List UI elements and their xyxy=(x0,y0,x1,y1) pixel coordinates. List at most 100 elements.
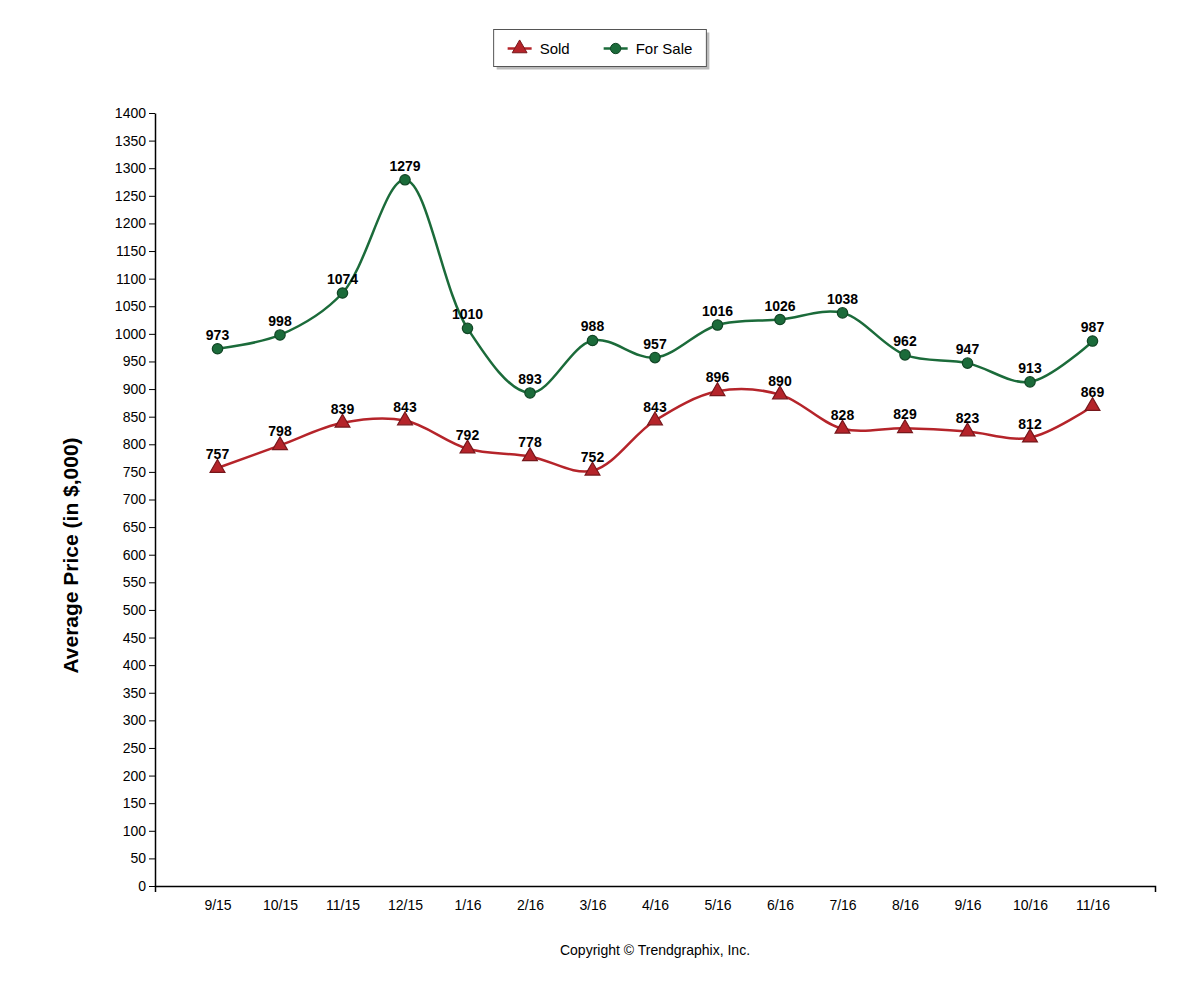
y-tick-mark xyxy=(149,693,155,694)
data-label: 829 xyxy=(893,406,917,422)
y-tick: 300 xyxy=(123,712,155,728)
y-tick-label: 1200 xyxy=(115,215,146,231)
marker xyxy=(837,308,847,318)
data-label: 957 xyxy=(643,336,667,352)
y-tick-mark xyxy=(149,858,155,859)
y-tick-mark xyxy=(149,776,155,777)
data-label: 962 xyxy=(893,333,917,349)
y-tick: 50 xyxy=(130,850,155,866)
y-tick: 750 xyxy=(123,464,155,480)
legend: SoldFor Sale xyxy=(494,30,710,70)
x-tick-label: 11/15 xyxy=(326,897,360,913)
data-label: 757 xyxy=(206,446,230,462)
data-label: 869 xyxy=(1081,384,1105,400)
y-tick-mark xyxy=(149,886,155,887)
y-tick: 500 xyxy=(123,602,155,618)
data-label: 1026 xyxy=(764,298,795,314)
y-tick-label: 500 xyxy=(123,602,147,618)
data-label: 893 xyxy=(518,371,542,387)
y-tick: 950 xyxy=(123,353,155,369)
annotation: Copyright © Trendgraphix, Inc. xyxy=(560,942,750,958)
y-tick-label: 1050 xyxy=(115,298,146,314)
x-tick-label: 7/16 xyxy=(829,897,856,913)
data-label: 1279 xyxy=(389,158,420,174)
x-tick-label: 4/16 xyxy=(642,897,669,913)
y-tick-label: 850 xyxy=(123,409,147,425)
y-tick: 650 xyxy=(123,519,155,535)
marker xyxy=(775,314,785,324)
y-axis: 0501001502002503003504004505005506006507… xyxy=(115,105,156,894)
x-tick-label: 1/16 xyxy=(454,897,481,913)
y-tick-label: 750 xyxy=(123,464,147,480)
y-tick-mark xyxy=(149,251,155,252)
y-tick-mark xyxy=(149,555,155,556)
x-tick: 10/16 xyxy=(1013,897,1048,913)
marker xyxy=(462,323,472,333)
y-tick-label: 1300 xyxy=(115,160,146,176)
x-tick: 8/16 xyxy=(892,897,919,913)
data-label: 843 xyxy=(393,399,417,415)
y-tick-mark xyxy=(149,306,155,307)
y-tick-mark xyxy=(149,665,155,666)
y-tick-mark xyxy=(149,444,155,445)
x-tick: 2/16 xyxy=(517,897,544,913)
y-axis-title: Average Price (in $,000) xyxy=(59,437,82,673)
marker xyxy=(400,175,410,185)
x-tick-label: 11/16 xyxy=(1076,897,1110,913)
data-label: 998 xyxy=(268,313,292,329)
y-tick-label: 600 xyxy=(123,547,147,563)
y-tick: 1050 xyxy=(115,298,155,314)
x-tick: 5/16 xyxy=(704,897,731,913)
data-label: 890 xyxy=(768,373,792,389)
y-tick-label: 250 xyxy=(123,740,147,756)
y-tick: 1100 xyxy=(116,271,155,287)
y-tick-mark xyxy=(149,803,155,804)
data-label: 987 xyxy=(1081,319,1105,335)
marker xyxy=(1025,377,1035,387)
y-tick-label: 300 xyxy=(123,712,147,728)
y-tick-mark xyxy=(149,334,155,335)
x-tick-label: 2/16 xyxy=(517,897,544,913)
x-axis: 9/1510/1511/1512/151/162/163/164/165/166… xyxy=(156,887,1156,913)
y-tick-label: 1400 xyxy=(115,105,146,121)
x-tick-label: 6/16 xyxy=(767,897,794,913)
x-tick-label: 5/16 xyxy=(704,897,731,913)
legend-entry: Sold xyxy=(508,40,570,57)
y-tick-mark xyxy=(149,831,155,832)
marker xyxy=(212,344,222,354)
series xyxy=(210,383,1100,475)
data-label: 973 xyxy=(206,327,230,343)
y-tick-mark xyxy=(149,748,155,749)
marker xyxy=(525,388,535,398)
y-tick-mark xyxy=(149,527,155,528)
x-tick: 6/16 xyxy=(767,897,794,913)
y-tick: 0 xyxy=(138,878,155,894)
y-tick-label: 1100 xyxy=(116,271,146,287)
marker xyxy=(337,288,347,298)
y-tick-mark xyxy=(149,223,155,224)
data-label: 988 xyxy=(581,318,605,334)
y-tick-label: 700 xyxy=(123,491,147,507)
y-tick: 1250 xyxy=(115,188,155,204)
y-tick-mark xyxy=(149,279,155,280)
y-tick-label: 1250 xyxy=(115,188,146,204)
data-label: 812 xyxy=(1018,416,1042,432)
legend-marker xyxy=(610,43,620,53)
y-tick: 550 xyxy=(123,574,155,590)
y-tick-mark xyxy=(149,500,155,501)
y-tick-label: 800 xyxy=(123,436,147,452)
x-tick: 9/15 xyxy=(204,897,231,913)
data-label: 1010 xyxy=(452,306,483,322)
y-tick-mark xyxy=(149,113,155,114)
y-tick: 600 xyxy=(123,547,155,563)
y-tick-label: 650 xyxy=(123,519,147,535)
y-tick: 1200 xyxy=(115,215,155,231)
x-tick: 9/16 xyxy=(954,897,981,913)
legend-marker xyxy=(512,40,527,53)
y-tick-mark xyxy=(149,361,155,362)
y-tick-label: 1000 xyxy=(115,326,146,342)
y-tick: 1150 xyxy=(116,243,155,259)
data-labels: 7577988398437927787528438968908288298238… xyxy=(206,158,1105,465)
legend-box xyxy=(494,30,707,67)
x-tick: 11/15 xyxy=(326,897,360,913)
